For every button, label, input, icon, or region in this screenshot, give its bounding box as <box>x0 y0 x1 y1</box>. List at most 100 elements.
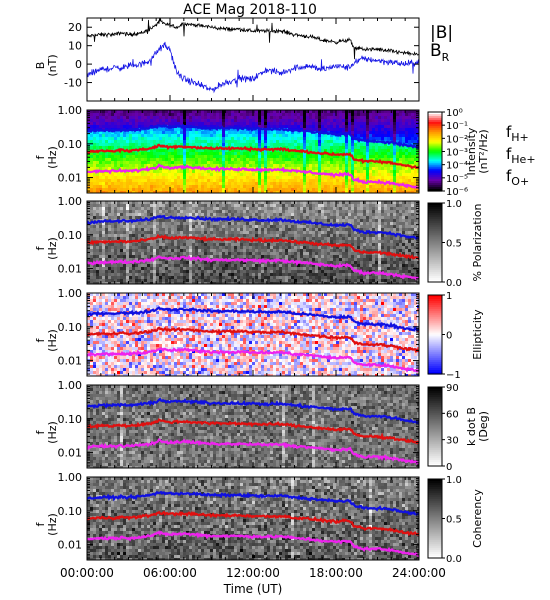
heatmap-cell <box>225 182 228 185</box>
heatmap-cell <box>360 143 363 146</box>
heatmap-cell <box>216 222 219 225</box>
heatmap-cell <box>207 149 210 152</box>
heatmap-cell <box>162 149 165 152</box>
heatmap-cell <box>153 182 156 185</box>
heatmap-cell <box>219 134 222 137</box>
heatmap-cell <box>399 152 402 155</box>
heatmap-cell <box>300 158 303 161</box>
heatmap-cell <box>294 173 297 176</box>
heatmap-cell <box>195 191 198 193</box>
heatmap-cell <box>261 270 264 273</box>
heatmap-cell <box>258 185 261 188</box>
heatmap-cell <box>243 164 246 167</box>
heatmap-cell <box>327 140 330 143</box>
heatmap-cell <box>318 137 321 140</box>
heatmap-cell <box>150 134 153 137</box>
heatmap-cell <box>186 173 189 176</box>
heatmap-cell <box>150 240 153 243</box>
heatmap-cell <box>303 188 306 191</box>
heatmap-cell <box>150 185 153 188</box>
heatmap-cell <box>126 273 129 276</box>
heatmap-cell <box>165 234 168 237</box>
heatmap-cell <box>336 155 339 158</box>
heatmap-cell <box>219 270 222 273</box>
heatmap-cell <box>102 258 105 261</box>
heatmap-cell <box>237 252 240 255</box>
heatmap-cell <box>228 176 231 179</box>
heatmap-cell <box>264 234 267 237</box>
heatmap-cell <box>243 188 246 191</box>
heatmap-cell <box>240 185 243 188</box>
heatmap-cell <box>177 252 180 255</box>
heatmap-cell <box>375 143 378 146</box>
heatmap-cell <box>189 152 192 155</box>
heatmap-cell <box>381 116 384 119</box>
heatmap-cell <box>102 279 105 282</box>
heatmap-cell <box>177 207 180 210</box>
heatmap-cell <box>267 173 270 176</box>
heatmap-cell <box>162 270 165 273</box>
heatmap-cell <box>324 185 327 188</box>
heatmap-cell <box>288 164 291 167</box>
heatmap-cell <box>246 252 249 255</box>
heatmap-cell <box>240 140 243 143</box>
heatmap-cell <box>162 258 165 261</box>
heatmap-cell <box>165 213 168 216</box>
heatmap-cell <box>264 119 267 122</box>
heatmap-cell <box>228 188 231 191</box>
heatmap-cell <box>174 158 177 161</box>
heatmap-cell <box>291 173 294 176</box>
heatmap-cell <box>216 264 219 267</box>
heatmap-cell <box>291 131 294 134</box>
heatmap-cell <box>321 179 324 182</box>
heatmap-cell <box>171 267 174 270</box>
heatmap-cell <box>363 155 366 158</box>
heatmap-cell <box>231 158 234 161</box>
heatmap-cell <box>105 155 108 158</box>
heatmap-cell <box>120 258 123 261</box>
heatmap-cell <box>252 264 255 267</box>
heatmap-cell <box>207 222 210 225</box>
heatmap-cell <box>240 182 243 185</box>
heatmap-cell <box>213 210 216 213</box>
heatmap-cell <box>363 125 366 128</box>
heatmap-cell <box>267 228 270 231</box>
heatmap-cell <box>126 155 129 158</box>
heatmap-cell <box>255 246 258 249</box>
heatmap-cell <box>189 252 192 255</box>
heatmap-cell <box>360 140 363 143</box>
heatmap-cell <box>108 222 111 225</box>
heatmap-cell <box>111 210 114 213</box>
heatmap-cell <box>252 122 255 125</box>
heatmap-cell <box>201 161 204 164</box>
heatmap-cell <box>309 110 312 113</box>
heatmap-cell <box>186 140 189 143</box>
heatmap-cell <box>252 234 255 237</box>
heatmap-cell <box>90 249 93 252</box>
heatmap-cell <box>210 125 213 128</box>
heatmap-cell <box>378 125 381 128</box>
heatmap-cell <box>393 185 396 188</box>
heatmap-cell <box>99 146 102 149</box>
colorbar-step <box>428 149 442 153</box>
heatmap-cell <box>351 131 354 134</box>
heatmap-cell <box>93 270 96 273</box>
heatmap-cell <box>177 140 180 143</box>
heatmap-cell <box>147 176 150 179</box>
heatmap-cell <box>96 143 99 146</box>
heatmap-cell <box>282 134 285 137</box>
heatmap-cell <box>216 152 219 155</box>
heatmap-cell <box>240 179 243 182</box>
heatmap-cell <box>123 213 126 216</box>
heatmap-cell <box>150 179 153 182</box>
heatmap-cell <box>381 137 384 140</box>
heatmap-cell <box>255 110 258 113</box>
heatmap-cell <box>195 210 198 213</box>
heatmap-cell <box>315 143 318 146</box>
heatmap-cell <box>159 176 162 179</box>
heatmap-cell <box>351 164 354 167</box>
heatmap-cell <box>165 231 168 234</box>
heatmap-cell <box>273 225 276 228</box>
heatmap-cell <box>120 167 123 170</box>
heatmap-cell <box>159 158 162 161</box>
